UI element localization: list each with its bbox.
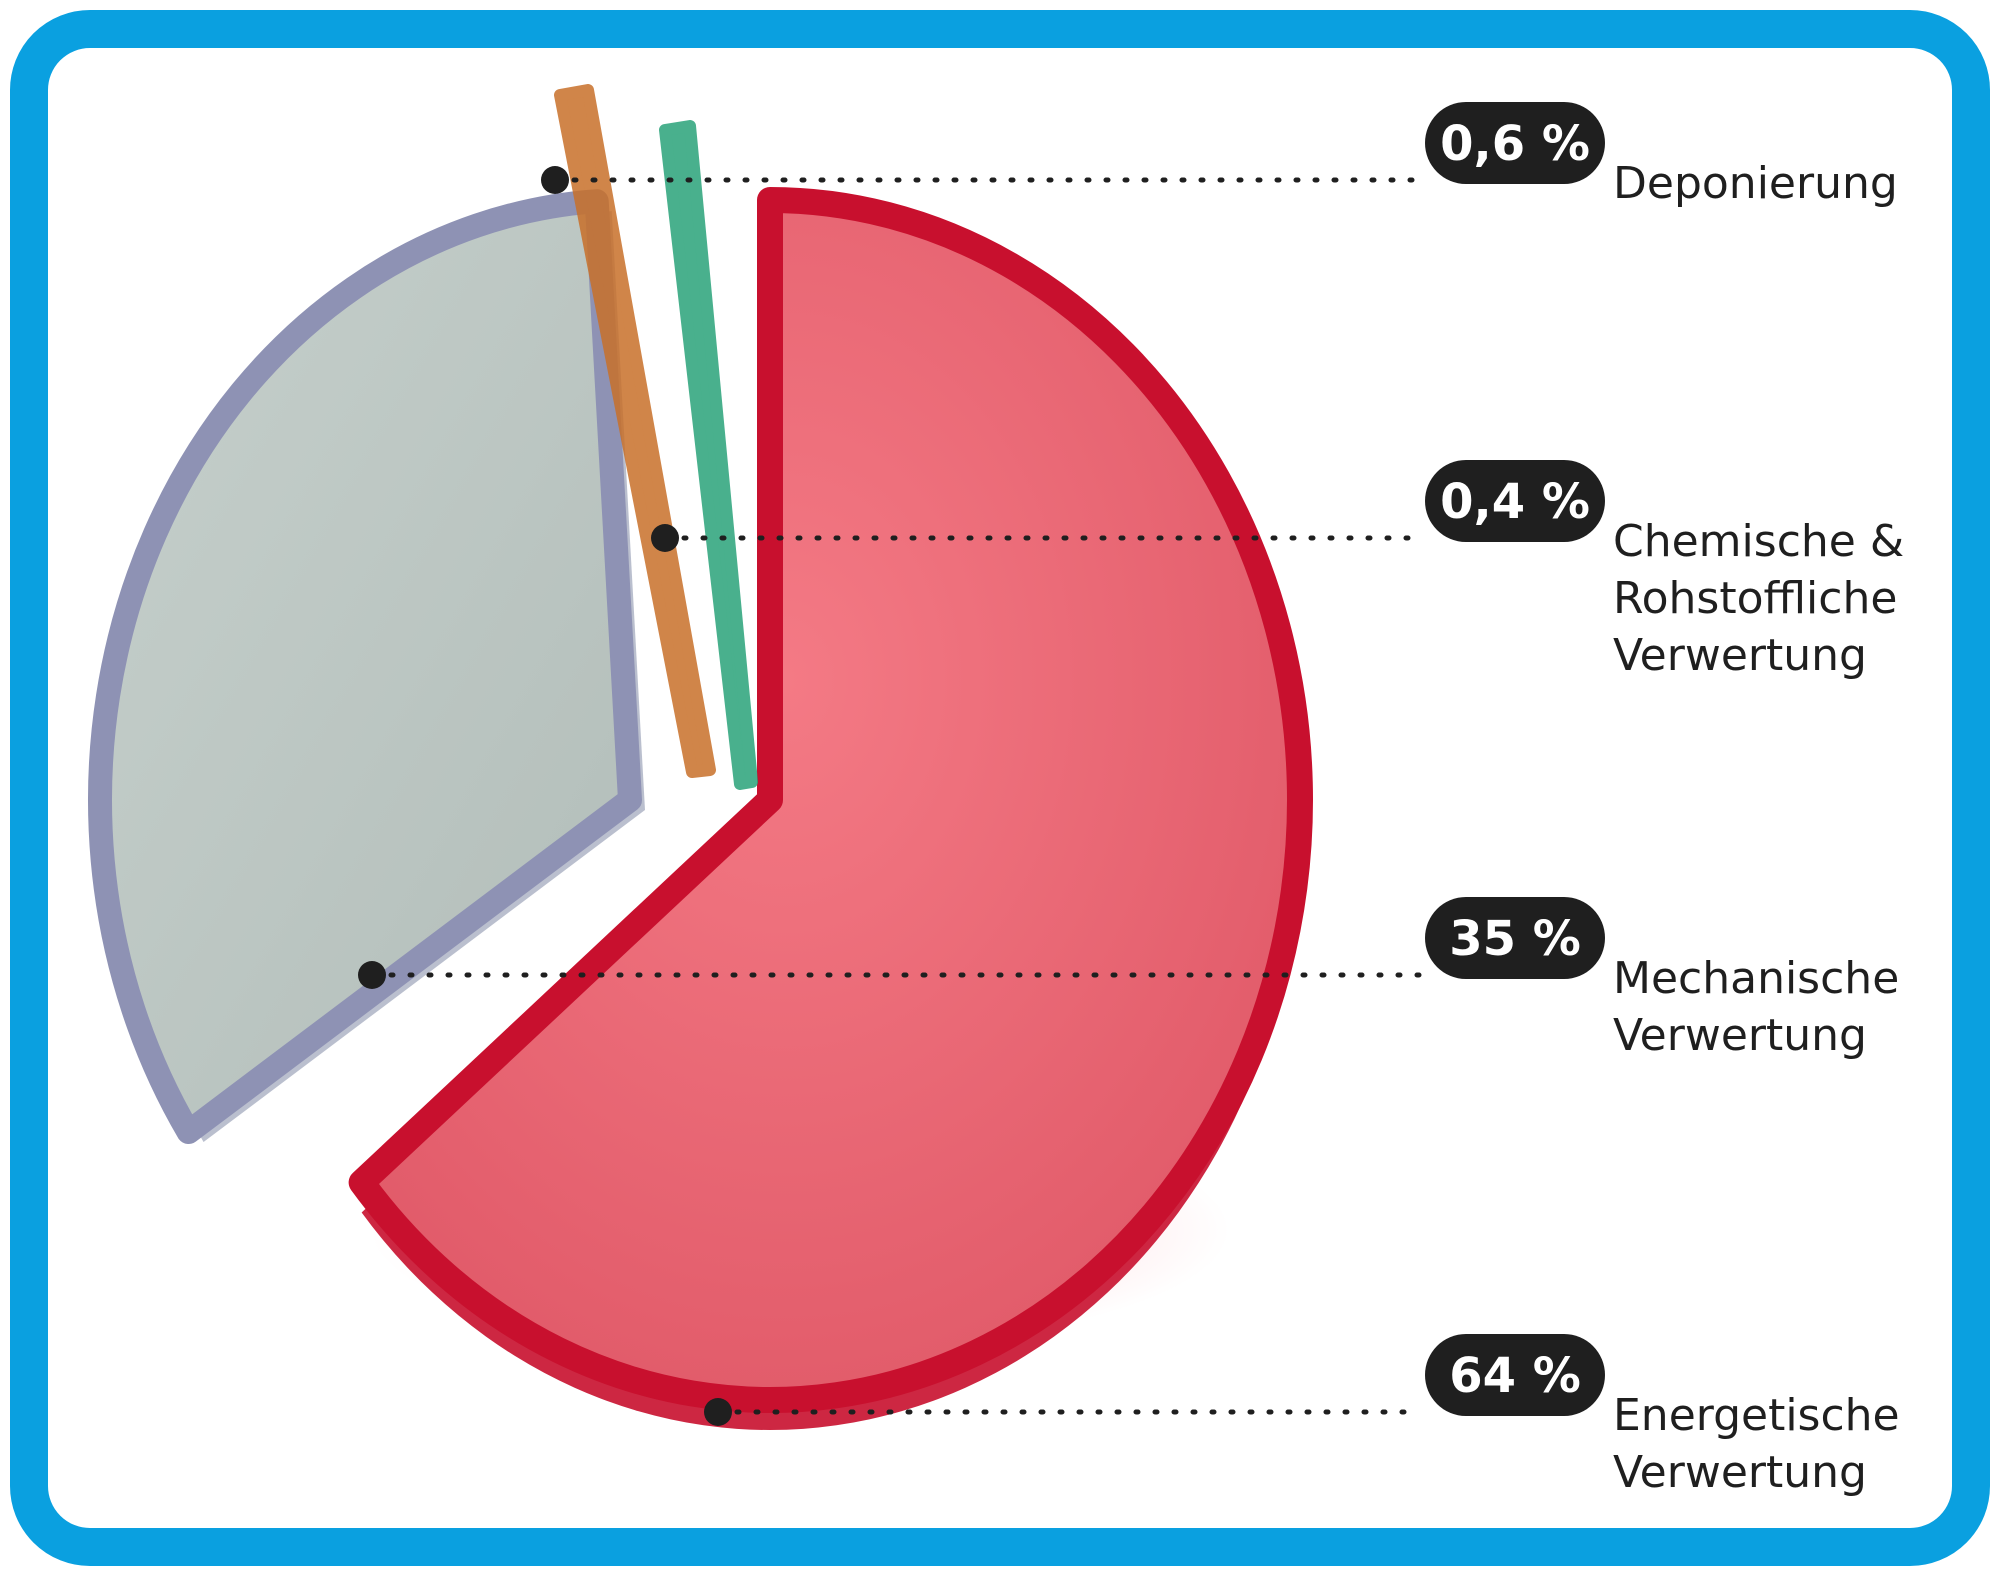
category-label-energetische-line-1: Energetische [1613, 1390, 1900, 1441]
slice-mechanische-top [88, 189, 642, 1145]
category-label-energetische-line-2: Verwertung [1613, 1447, 1867, 1498]
callout-deponierung: 0,6 % Deponierung [541, 102, 1898, 209]
category-label-mechanische-line-2: Verwertung [1613, 1010, 1867, 1061]
category-label-chemische-rohstoffliche-line-1: Chemische & [1613, 516, 1904, 567]
slice-chemische-rohstoffliche [659, 120, 758, 790]
value-label-mechanische: 35 % [1449, 911, 1581, 967]
slice-energetische-top [348, 187, 1313, 1413]
leader-dot-deponierung [541, 166, 569, 194]
slice-mechanische-verwertung [88, 189, 646, 1145]
category-label-chemische-rohstoffliche-line-2: Rohstoffliche [1613, 573, 1897, 624]
callout-energetische: 64 % Energetische Verwertung [704, 1334, 1900, 1498]
slice-deponierung [554, 84, 716, 778]
leader-dot-mechanische [358, 961, 386, 989]
value-label-chemische-rohstoffliche: 0,4 % [1440, 474, 1590, 530]
leader-dot-energetische [704, 1398, 732, 1426]
value-pill-deponierung [1425, 102, 1605, 184]
category-label-chemische-rohstoffliche-line-3: Verwertung [1613, 630, 1867, 681]
category-label-deponierung-line-1: Deponierung [1613, 158, 1898, 209]
leader-dot-chemische-rohstoffliche [651, 524, 679, 552]
value-label-deponierung: 0,6 % [1440, 116, 1590, 172]
callout-mechanische: 35 % Mechanische Verwertung [358, 897, 1899, 1061]
callout-chemische-rohstoffliche: 0,4 % Chemische & Rohstoffliche Verwertung [651, 460, 1904, 681]
value-label-energetische: 64 % [1449, 1348, 1581, 1404]
slice-energetische-verwertung [348, 187, 1313, 1431]
category-label-mechanische-line-1: Mechanische [1613, 953, 1899, 1004]
value-pill-energetische [1425, 1334, 1605, 1416]
value-pill-chemische-rohstoffliche [1425, 460, 1605, 542]
value-pill-mechanische [1425, 897, 1605, 979]
